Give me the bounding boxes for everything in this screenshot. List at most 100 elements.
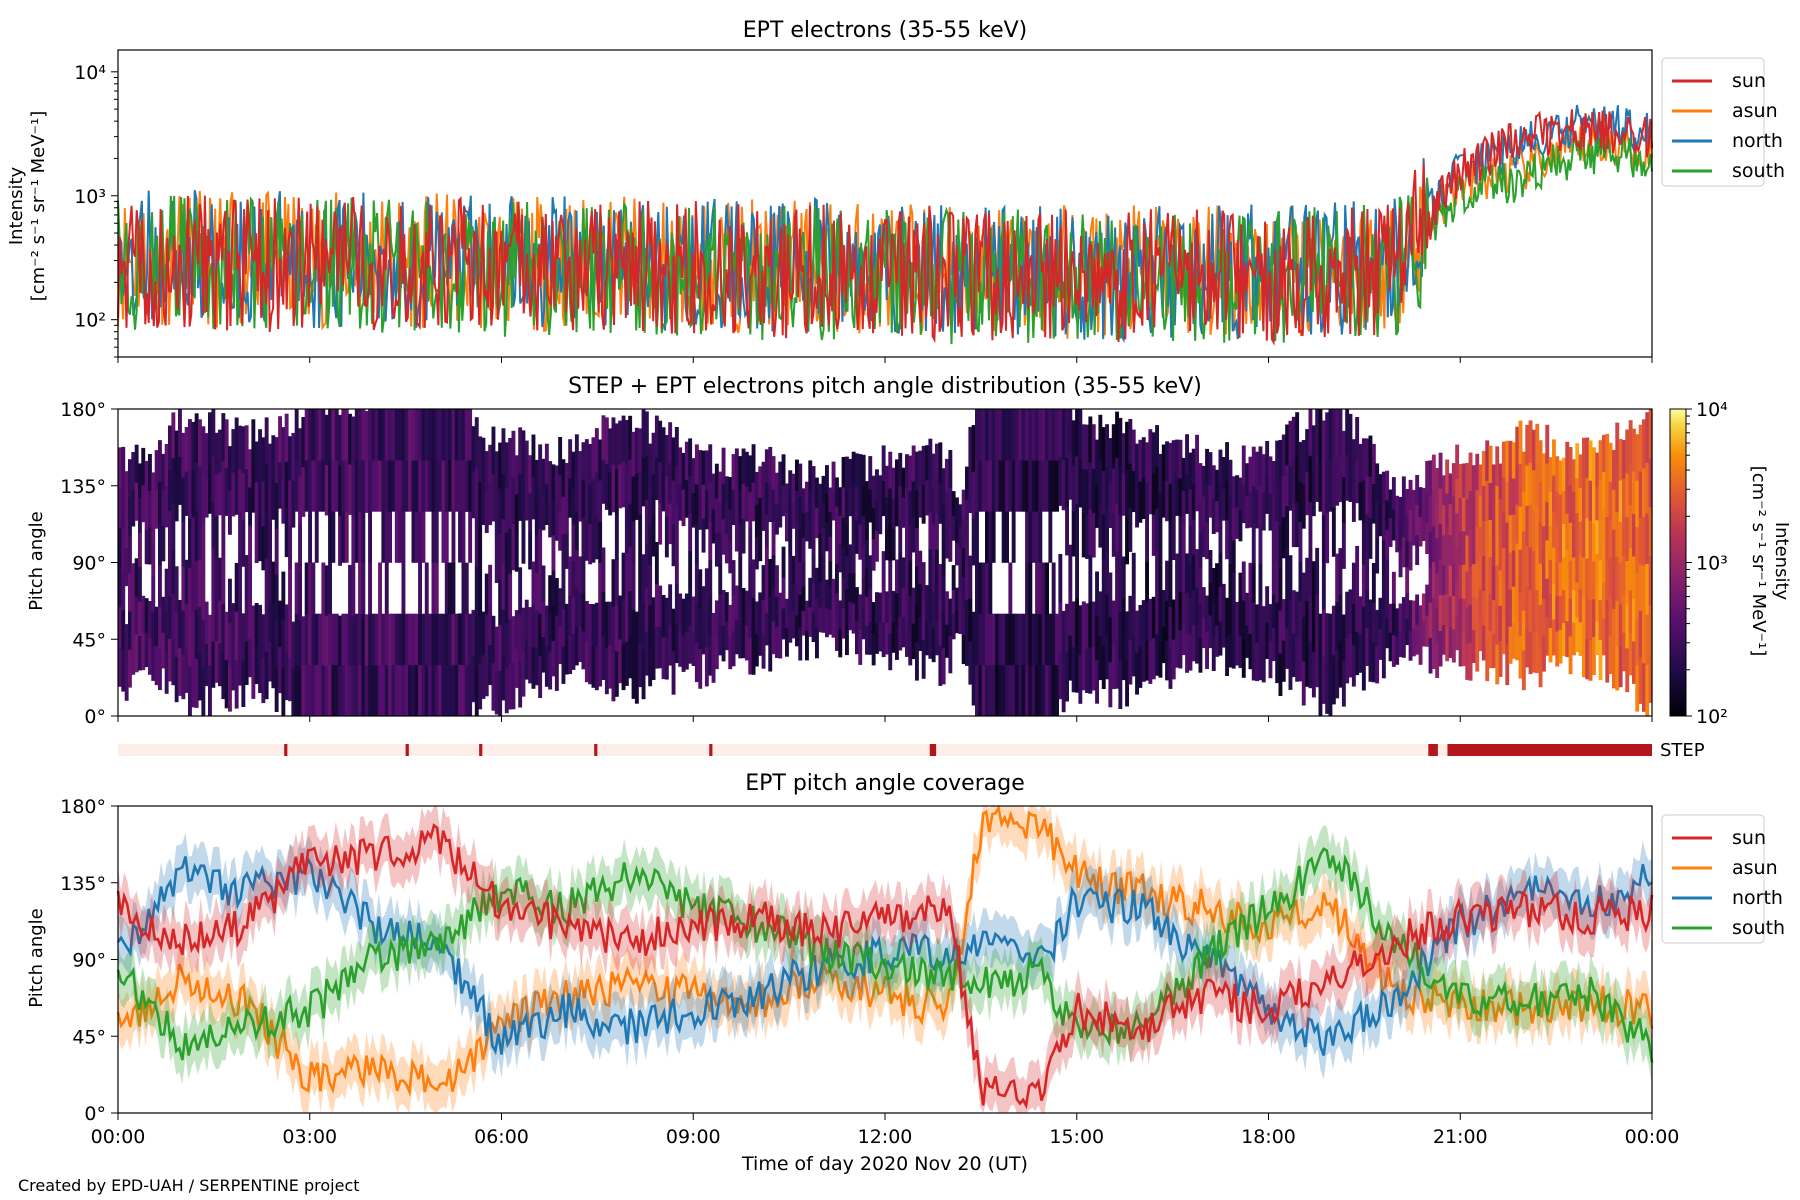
pad-cell: [671, 651, 676, 695]
pad-cell: [438, 460, 442, 512]
pad-cell: [961, 489, 966, 519]
pad-cell: [171, 594, 176, 640]
pad-cell: [1295, 591, 1300, 637]
pad-cell: [1318, 409, 1323, 461]
pad-cell: [221, 508, 226, 557]
pad-cell: [988, 460, 993, 512]
pad-cell: [674, 505, 679, 546]
pad-cell: [1431, 454, 1436, 491]
pad-cell: [714, 497, 719, 533]
pad-cell: [208, 412, 212, 464]
pad-cell: [571, 524, 576, 561]
colorbar-tick-label-1: 10³: [1696, 553, 1728, 575]
pad-cell: [1211, 465, 1216, 500]
pad-cell: [191, 516, 196, 565]
pad-cell: [744, 625, 749, 661]
pad-cell: [818, 483, 823, 509]
pad-cell: [484, 451, 489, 493]
pad-cell: [898, 518, 903, 552]
pad-cell: [464, 409, 469, 461]
pad-cell: [1165, 441, 1169, 482]
pad-cell: [241, 660, 246, 707]
pad-cell: [835, 477, 839, 507]
pad-cell: [151, 472, 156, 508]
pad-cell: [1592, 598, 1596, 638]
pad-cell: [234, 659, 239, 709]
pad-cell: [471, 472, 476, 519]
pad-cell: [118, 447, 122, 488]
pad-cell: [871, 507, 876, 540]
pad-cell: [1348, 413, 1353, 459]
pad-cell: [691, 596, 696, 632]
pad-cell: [474, 516, 479, 567]
pad-cell: [1131, 429, 1136, 471]
pad-cell: [1261, 454, 1266, 493]
pad-cell: [568, 478, 573, 518]
pad-cell: [921, 600, 926, 640]
pad-cell: [591, 645, 596, 688]
pad-cell: [1005, 460, 1009, 512]
pad-cell: [1205, 485, 1209, 523]
pad-cell: [738, 590, 743, 625]
pad-cell: [991, 613, 996, 666]
pad-cell: [1078, 409, 1083, 459]
pad-cell: [851, 512, 856, 543]
pad-cell: [1348, 457, 1353, 502]
pad-cell: [194, 658, 199, 708]
pad-cell: [978, 664, 983, 717]
pad-cell: [558, 626, 563, 665]
pad-cell: [1625, 429, 1630, 474]
pad-cell: [1598, 440, 1603, 481]
pad-cell: [1131, 635, 1136, 677]
pad-cell: [728, 604, 733, 638]
pad-cell: [271, 477, 276, 520]
pad-cell: [998, 664, 1003, 717]
pad-cell: [1481, 520, 1486, 556]
pad-cell: [1038, 409, 1043, 461]
pad-cell: [1478, 464, 1483, 496]
pad-cell: [1098, 503, 1103, 548]
pad-cell: [861, 516, 866, 548]
pad-cell: [1035, 460, 1039, 512]
pad-cell: [1015, 613, 1019, 666]
pad-cell: [1195, 625, 1199, 664]
pad-cell: [1011, 613, 1016, 666]
pad-cell: [1331, 605, 1336, 656]
pad-cell: [831, 490, 836, 521]
intensity-title: EPT electrons (35-55 keV): [743, 18, 1028, 43]
pad-cell: [1368, 517, 1373, 559]
pad-cell: [561, 646, 566, 684]
pad-cell: [1511, 622, 1516, 659]
pad-cell: [494, 626, 499, 671]
pad-cell: [1178, 630, 1183, 669]
pad-cell: [631, 654, 636, 699]
pad-cell: [1508, 477, 1513, 516]
pad-cell: [1405, 592, 1410, 620]
pad-cell: [1465, 535, 1470, 572]
pad-cell: [845, 588, 849, 623]
pad-cell: [248, 639, 252, 678]
pad-cell: [1041, 613, 1046, 666]
pad-cell: [628, 503, 633, 548]
pad-cell: [831, 578, 836, 609]
pad-cell: [1165, 481, 1169, 522]
pad-cell: [828, 609, 833, 635]
pad-cell: [128, 573, 132, 612]
pad-cell: [451, 460, 456, 512]
pad-cell: [1298, 521, 1303, 562]
pad-cell: [1391, 508, 1396, 541]
pad-cell: [124, 662, 129, 701]
pad-cell: [418, 562, 422, 614]
pad-cell: [481, 481, 486, 525]
pad-cell: [718, 563, 723, 595]
pad-cell: [748, 637, 753, 675]
pad-cell: [1095, 483, 1099, 528]
pad-cell: [1081, 512, 1086, 558]
pad-cell: [744, 451, 749, 487]
pad-cell: [1618, 645, 1623, 688]
pad-cell: [1258, 524, 1263, 564]
pad-cell: [654, 584, 659, 627]
pad-cell: [144, 598, 149, 633]
pad-cell: [795, 490, 799, 523]
pad-cell: [951, 515, 956, 541]
